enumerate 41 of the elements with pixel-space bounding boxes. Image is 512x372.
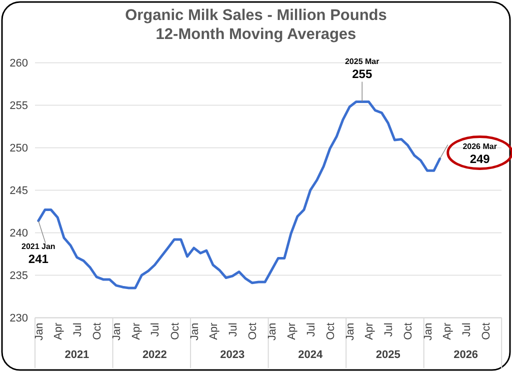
- x-tick-label: Jan: [33, 322, 46, 340]
- y-tick-label: 240: [10, 228, 28, 240]
- x-tick-label: Jul: [383, 322, 396, 337]
- annotation: 2021 Jan 241: [22, 242, 56, 266]
- x-tick-label: Jul: [150, 322, 162, 337]
- x-tick-label: Oct: [169, 322, 182, 340]
- x-tick-label: Jan: [188, 322, 201, 340]
- x-tick-label: Oct: [247, 322, 260, 340]
- x-tick-label: Jan: [111, 322, 124, 340]
- x-tick-label: Oct: [92, 322, 104, 340]
- x-tick-label: Jul: [460, 322, 473, 337]
- x-tick-label: Apr: [52, 322, 65, 340]
- x2-tick-label: 2023: [220, 349, 245, 361]
- annotation: 2025 Mar 255: [344, 56, 380, 81]
- y-tick-label: 230: [10, 312, 28, 325]
- x-tick-label: Jan: [266, 322, 279, 340]
- x-tick-label: Apr: [441, 322, 454, 340]
- y-tick-label: 245: [10, 185, 28, 198]
- x-tick-label: Jul: [227, 322, 240, 337]
- chart-title: Organic Milk Sales - Million Pounds 12-Month Moving Averages: [125, 7, 387, 43]
- x2-tick-label: 2021: [64, 349, 90, 361]
- annotation: 2026 Mar 249: [462, 142, 497, 166]
- y-tick-label: 255: [10, 100, 28, 112]
- x2-tick-label: 2026: [454, 349, 478, 361]
- y-tick-label: 235: [10, 270, 28, 282]
- x-tick-label: Apr: [286, 322, 298, 340]
- x-tick-label: Oct: [480, 322, 492, 340]
- y-tick-label: 260: [10, 58, 28, 70]
- x-tick-label: Jul: [305, 322, 318, 337]
- x-tick-label: Apr: [364, 322, 376, 340]
- x-tick-label: Apr: [130, 322, 142, 340]
- x-tick-label: Oct: [324, 322, 337, 340]
- x-tick-label: Apr: [208, 322, 220, 340]
- x2-tick-label: 2025: [376, 349, 400, 361]
- x2-tick-label: 2024: [298, 349, 324, 361]
- x-tick-label: Jan: [422, 322, 434, 340]
- x-tick-label: Jul: [72, 322, 84, 337]
- x2-tick-label: 2022: [142, 349, 167, 361]
- x-tick-label: Oct: [402, 322, 415, 340]
- x-tick-label: Jan: [344, 322, 357, 340]
- y-tick-label: 250: [10, 142, 28, 155]
